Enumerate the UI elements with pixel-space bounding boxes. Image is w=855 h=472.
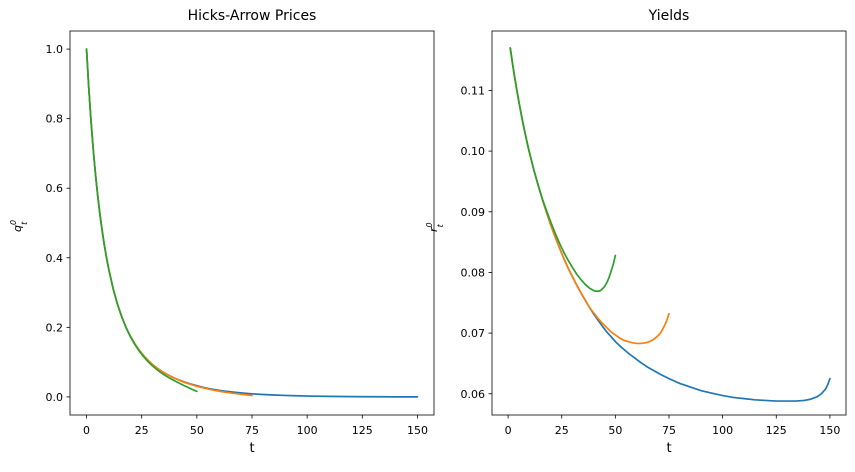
x-tick-label: 0 xyxy=(83,424,90,437)
x-tick-label: 150 xyxy=(407,424,428,437)
yields-ylabel-base: r xyxy=(427,226,440,232)
x-tick-label: 0 xyxy=(505,424,512,437)
y-tick-label: 0.0 xyxy=(46,391,64,404)
prices-ylabel-subscript: t xyxy=(20,221,29,225)
axes-spines xyxy=(69,30,435,416)
line-series-2 xyxy=(509,47,617,293)
line-series-1 xyxy=(85,48,253,397)
y-tick-label: 0.06 xyxy=(461,388,486,401)
y-tick-label: 0.09 xyxy=(461,206,486,219)
x-tick-label: 100 xyxy=(712,424,733,437)
prices-xaxis-label: t xyxy=(249,441,254,456)
y-tick-label: 0.07 xyxy=(461,327,486,340)
yields-xaxis-label: t xyxy=(666,441,671,456)
x-tick-label: 50 xyxy=(190,424,204,437)
y-tick-label: 0.8 xyxy=(46,113,64,126)
y-tick-label: 0.10 xyxy=(461,145,486,158)
x-tick-label: 25 xyxy=(555,424,569,437)
x-tick-label: 75 xyxy=(245,424,259,437)
axes-spines xyxy=(491,30,847,416)
prices-plot-title: Hicks-Arrow Prices xyxy=(188,8,317,24)
line-series-0 xyxy=(509,47,831,402)
prices-ylabel-base: q xyxy=(11,225,24,232)
line-series-2 xyxy=(85,48,198,393)
x-tick-label: 150 xyxy=(819,424,840,437)
y-tick-label: 0.4 xyxy=(46,252,64,265)
prices-plot-area: 0 25 50 75 100 125 150 0.0 0.2 0.4 0.6 0.8 1.0 xyxy=(46,30,435,437)
y-tick-label: 0.11 xyxy=(461,84,486,97)
x-tick-label: 50 xyxy=(608,424,622,437)
line-series-1 xyxy=(509,47,670,345)
yields-yaxis-label: r0 t xyxy=(425,222,445,232)
y-tick-label: 0.2 xyxy=(46,321,64,334)
y-tick-label: 0.08 xyxy=(461,266,486,279)
x-tick-label: 125 xyxy=(352,424,373,437)
prices-yaxis-label: q0 t xyxy=(9,220,29,232)
x-tick-label: 125 xyxy=(766,424,787,437)
y-tick-label: 0.6 xyxy=(46,182,64,195)
yields-plot-area: 0 25 50 75 100 125 150 0.06 0.07 0.08 0.09 0.10 0.11 xyxy=(461,30,847,437)
x-tick-label: 75 xyxy=(662,424,676,437)
y-tick-label: 1.0 xyxy=(46,43,64,56)
yields-ylabel-subscript: t xyxy=(436,223,445,227)
prices-ylabel-superscript: 0 xyxy=(9,220,18,225)
yields-ylabel-superscript: 0 xyxy=(425,222,434,227)
x-tick-label: 25 xyxy=(135,424,149,437)
yields-plot-title: Yields xyxy=(648,8,690,24)
x-tick-label: 100 xyxy=(297,424,318,437)
